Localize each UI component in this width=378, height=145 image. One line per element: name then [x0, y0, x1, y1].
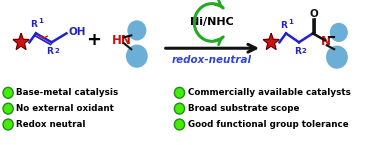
Text: 1: 1 — [288, 19, 293, 26]
Circle shape — [174, 87, 184, 98]
Text: Broad substrate scope: Broad substrate scope — [188, 104, 299, 113]
Text: R: R — [30, 20, 37, 29]
Text: R: R — [294, 47, 301, 56]
Text: Base-metal catalysis: Base-metal catalysis — [16, 88, 119, 97]
Text: Good functional group tolerance: Good functional group tolerance — [188, 120, 349, 129]
Text: +: + — [86, 31, 101, 49]
Circle shape — [174, 119, 184, 130]
Text: O: O — [310, 9, 318, 19]
Circle shape — [330, 23, 347, 41]
Text: Redox neutral: Redox neutral — [16, 120, 86, 129]
Circle shape — [327, 46, 347, 68]
Text: N: N — [321, 35, 331, 48]
Polygon shape — [263, 33, 279, 49]
Polygon shape — [13, 33, 29, 49]
Text: R: R — [46, 47, 53, 56]
Circle shape — [128, 21, 146, 40]
Text: No external oxidant: No external oxidant — [16, 104, 114, 113]
Circle shape — [3, 119, 13, 130]
Text: redox-neutral: redox-neutral — [172, 55, 252, 65]
Text: R: R — [280, 21, 287, 30]
Text: 2: 2 — [302, 48, 307, 54]
Text: OH: OH — [68, 27, 86, 37]
Circle shape — [174, 103, 184, 114]
Text: Commercially available catalysts: Commercially available catalysts — [188, 88, 351, 97]
Text: Ni/NHC: Ni/NHC — [190, 18, 234, 28]
Text: 1: 1 — [38, 19, 43, 25]
Circle shape — [3, 87, 13, 98]
Text: 2: 2 — [54, 48, 59, 54]
Circle shape — [3, 103, 13, 114]
Circle shape — [127, 45, 147, 67]
Text: HN: HN — [112, 34, 132, 47]
